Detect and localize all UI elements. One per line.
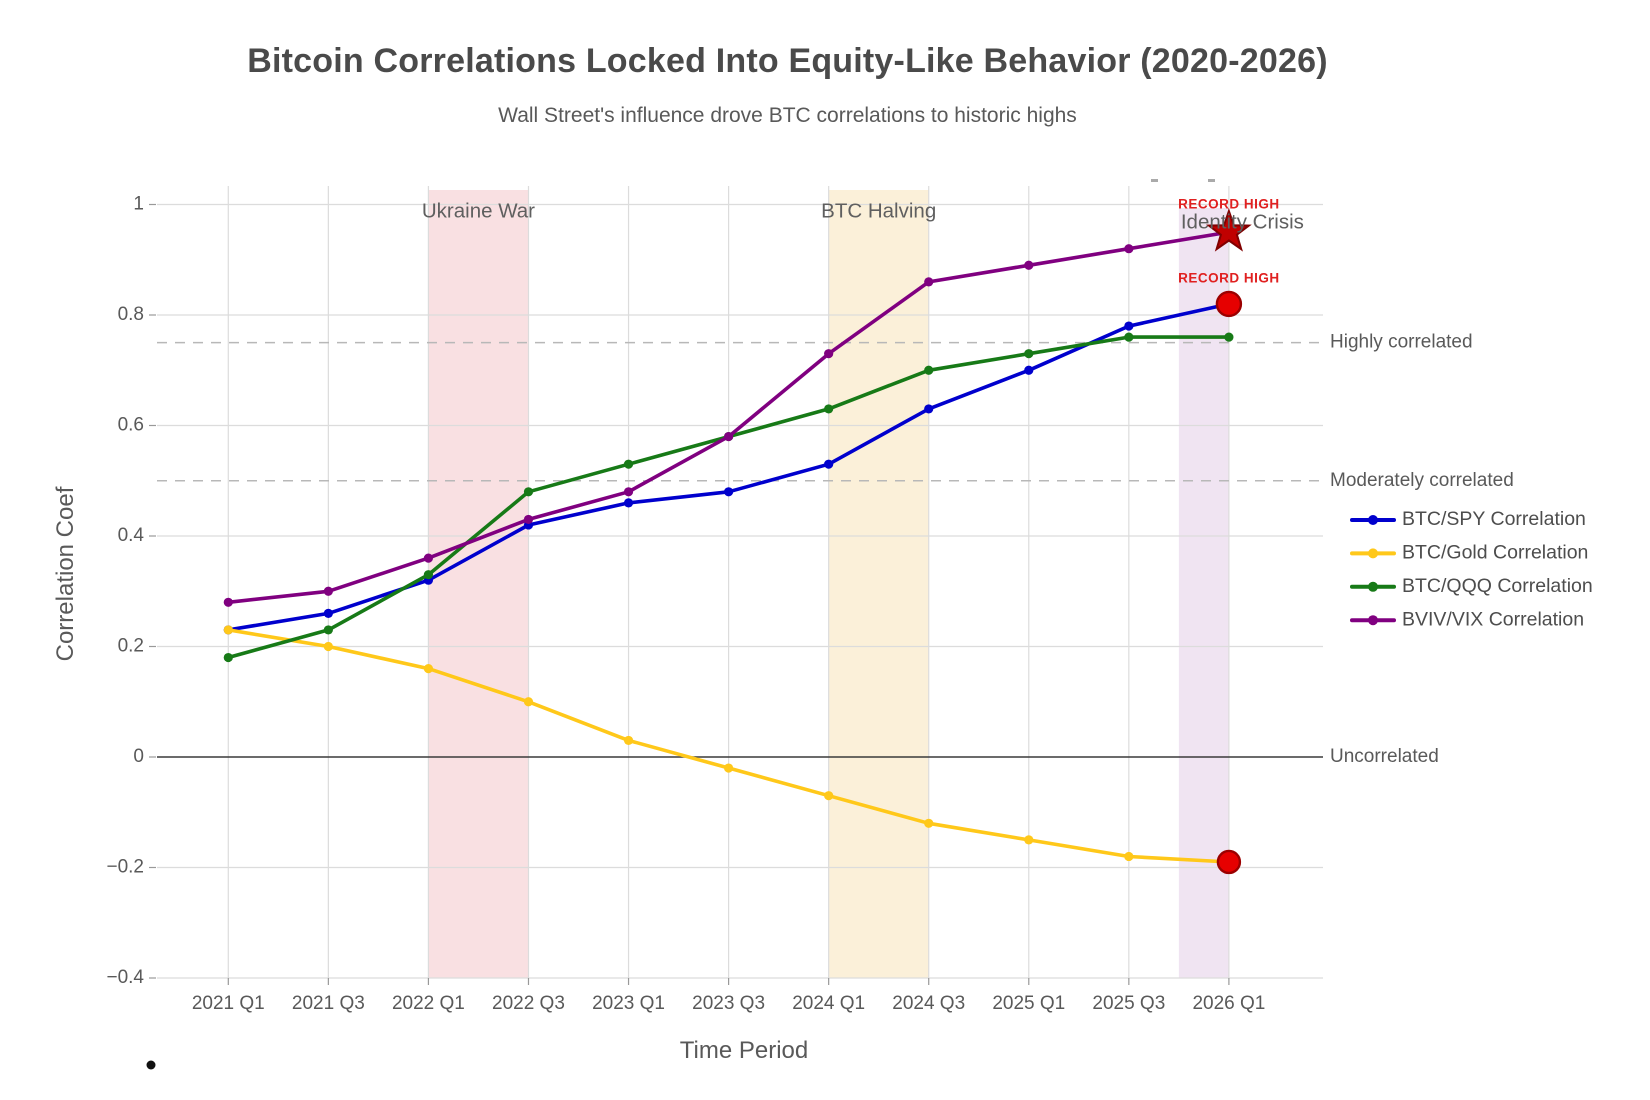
data-point-marker — [323, 641, 333, 652]
data-point-marker — [824, 791, 834, 801]
record-high-label: RECORD HIGH — [1178, 271, 1280, 286]
data-point-marker — [924, 277, 934, 287]
legend-swatch-dot — [1368, 515, 1378, 525]
data-point-marker — [623, 459, 634, 469]
legend-item-label: BVIV/VIX Correlation — [1402, 608, 1584, 630]
data-point-marker — [323, 608, 333, 618]
data-point-marker — [1024, 260, 1034, 270]
x-tick-label: 2022 Q3 — [492, 993, 565, 1014]
top-dash-artifact — [1208, 179, 1215, 182]
band-label: BTC Halving — [821, 199, 936, 222]
band-region — [828, 190, 929, 978]
band-region — [428, 190, 529, 978]
x-tick-label: 2022 Q1 — [392, 993, 465, 1014]
y-tick-label: 0.6 — [118, 415, 144, 436]
data-point-marker — [523, 487, 534, 497]
threshold-label: Uncorrelated — [1330, 746, 1439, 767]
data-point-marker — [824, 459, 834, 469]
data-point-marker — [924, 818, 934, 828]
data-point-marker — [1124, 321, 1134, 331]
legend-swatch-dot — [1368, 548, 1378, 559]
data-point-marker — [824, 349, 834, 359]
data-point-marker — [924, 404, 934, 414]
threshold-label: Moderately correlated — [1330, 470, 1514, 491]
data-point-marker — [824, 404, 834, 414]
data-point-marker — [323, 586, 333, 596]
legend-item-label: BTC/SPY Correlation — [1402, 508, 1586, 530]
data-point-marker — [1124, 244, 1134, 254]
data-point-marker — [223, 652, 233, 663]
record-high-circle-marker — [1216, 849, 1242, 875]
data-point-marker — [323, 625, 333, 635]
legend-item-label: BTC/QQQ Correlation — [1402, 575, 1593, 597]
x-tick-label: 2026 Q1 — [1192, 993, 1265, 1014]
x-tick-label: 2021 Q3 — [292, 993, 365, 1014]
x-tick-label: 2024 Q1 — [792, 993, 865, 1014]
band-label: Identity Crisis — [1181, 210, 1304, 233]
data-point-marker — [724, 431, 734, 442]
record-high-circle-marker — [1215, 290, 1243, 318]
x-tick-label: 2025 Q3 — [1092, 993, 1165, 1014]
page-subtitle: Wall Street's influence drove BTC correl… — [498, 104, 1077, 127]
data-point-marker — [1024, 365, 1034, 375]
legend-swatch-dot — [1368, 581, 1378, 592]
data-point-marker — [623, 498, 634, 508]
data-point-marker — [223, 625, 233, 635]
data-point-marker — [623, 487, 634, 497]
legend-swatch-dot — [1368, 615, 1378, 626]
data-point-marker — [1124, 332, 1134, 342]
x-axis-title: Time Period — [679, 1037, 809, 1064]
data-point-marker — [724, 763, 734, 773]
data-point-marker — [523, 697, 534, 707]
data-point-marker — [1224, 332, 1234, 342]
y-tick-label: 0 — [133, 746, 144, 767]
data-point-marker — [623, 735, 634, 746]
y-tick-label: 0.2 — [118, 636, 144, 657]
x-tick-label: 2021 Q1 — [192, 993, 265, 1014]
y-tick-label: −0.4 — [106, 967, 144, 988]
data-point-marker — [924, 365, 934, 375]
legend-item-label: BTC/Gold Correlation — [1402, 542, 1588, 564]
x-tick-label: 2024 Q3 — [892, 993, 965, 1014]
x-tick-label: 2023 Q3 — [692, 993, 765, 1014]
x-tick-label: 2025 Q1 — [992, 993, 1065, 1014]
data-point-marker — [1024, 835, 1034, 845]
data-point-marker — [1124, 851, 1134, 862]
threshold-label: Highly correlated — [1330, 332, 1473, 353]
record-high-star-marker — [1206, 208, 1252, 252]
y-tick-label: 1 — [133, 194, 144, 215]
top-dash-artifact — [1151, 179, 1158, 182]
data-point-marker — [423, 664, 434, 674]
y-tick-label: 0.4 — [118, 525, 145, 546]
y-tick-label: 0.8 — [118, 304, 144, 325]
band-label: Ukraine War — [422, 199, 535, 222]
data-point-marker — [223, 597, 233, 607]
page-title: Bitcoin Correlations Locked Into Equity-… — [247, 42, 1328, 80]
data-point-marker — [423, 553, 434, 563]
data-point-marker — [423, 570, 434, 580]
x-tick-label: 2023 Q1 — [592, 993, 665, 1014]
data-point-marker — [523, 514, 534, 525]
record-high-label: RECORD HIGH — [1178, 197, 1280, 212]
y-tick-label: −0.2 — [106, 857, 144, 878]
stray-dot-artifact — [146, 1060, 156, 1070]
data-point-marker — [1024, 349, 1034, 359]
data-point-marker — [724, 487, 734, 497]
